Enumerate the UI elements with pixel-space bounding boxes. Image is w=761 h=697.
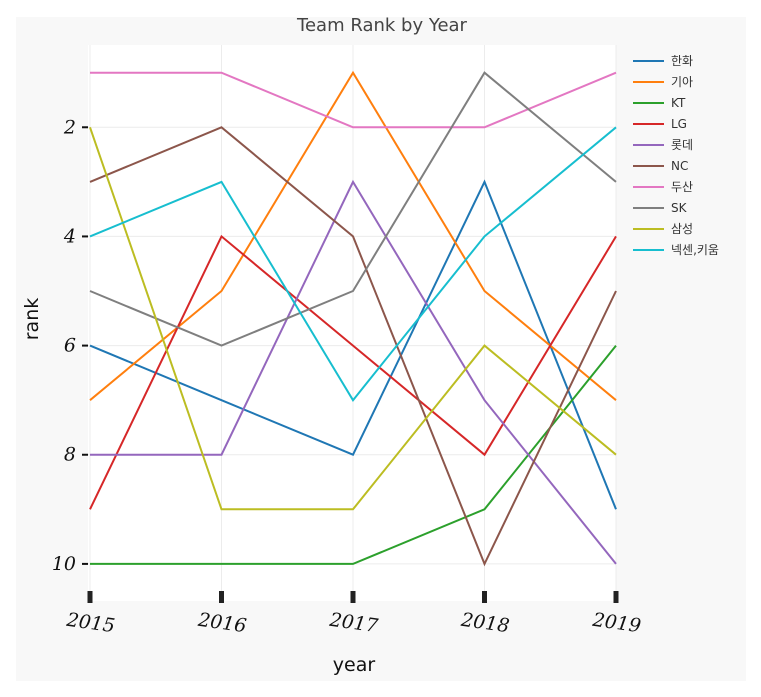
chart-frame: 2 4 6 8 10 2015 2016 2017 2018 2019 Team Rank by… <box>16 17 746 681</box>
legend-entry: 삼성 <box>671 222 693 236</box>
legend-entry: 한화 <box>671 54 693 68</box>
y-tick-label: 8 <box>64 444 76 466</box>
series-line <box>89 126 617 567</box>
legend-entry: 넥센,키움 <box>671 243 719 257</box>
legend-entry: 기아 <box>671 75 693 89</box>
legend-entry: KT <box>671 96 686 110</box>
legend-entry: 롯데 <box>671 138 693 152</box>
x-tick-label: 2018 <box>459 609 511 638</box>
x-tick-label: 2015 <box>64 609 116 638</box>
legend-entry: NC <box>671 159 688 173</box>
y-tick-label: 6 <box>64 335 76 357</box>
series-lines <box>89 70 617 567</box>
legend-entry: SK <box>671 201 688 215</box>
series-line <box>89 71 617 347</box>
x-tick-label: 2017 <box>327 609 380 638</box>
chart-title: Team Rank by Year <box>296 17 468 36</box>
line-chart: 2 4 6 8 10 2015 2016 2017 2018 2019 Team Rank by… <box>21 17 719 676</box>
legend-entry: 두산 <box>671 180 693 194</box>
x-tick-label: 2019 <box>590 609 642 638</box>
y-tick-label: 4 <box>63 225 76 247</box>
series-line <box>90 179 617 565</box>
y-axis-title: rank <box>21 298 43 341</box>
y-tick-label: 2 <box>63 116 76 138</box>
x-axis-title: year <box>333 654 376 676</box>
series-line <box>89 126 617 511</box>
series-line <box>89 126 617 402</box>
y-tick-label: 10 <box>52 553 76 575</box>
y-axis: 2 4 6 8 10 <box>52 116 88 575</box>
legend-entry: LG <box>671 117 687 131</box>
x-tick-label: 2016 <box>196 609 248 638</box>
